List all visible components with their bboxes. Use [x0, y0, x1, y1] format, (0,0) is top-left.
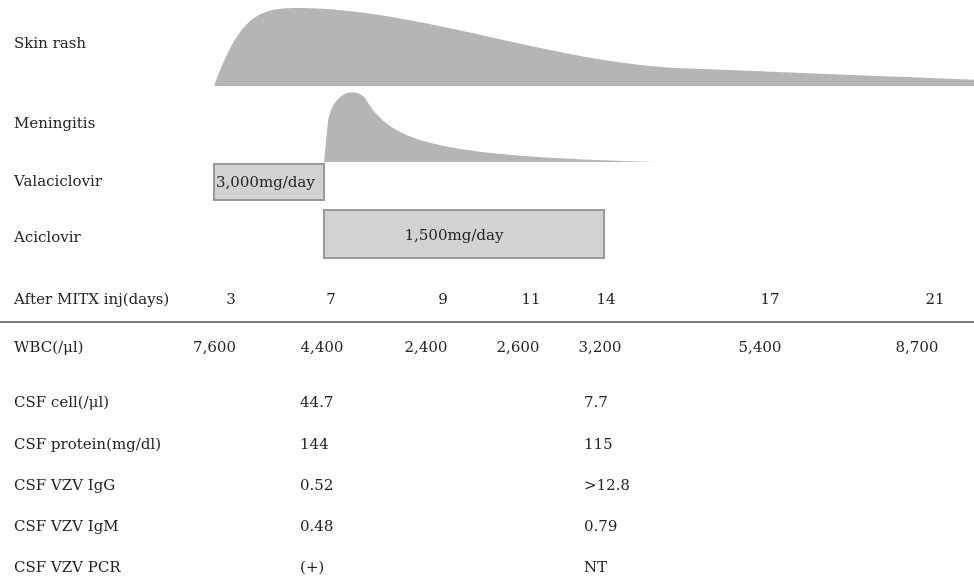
bar-text-valaciclovir: 3,000mg/day	[216, 173, 315, 191]
cell-wbc-l-day-21: 8,700	[896, 338, 939, 356]
cell-csf-cell-l-day-7: 44.7	[300, 393, 333, 411]
day-tick-7: 7	[326, 290, 336, 308]
day-tick-14: 14	[596, 290, 615, 308]
cell-wbc-l-day-7: 4,400	[301, 338, 344, 356]
row-label-wbc-l: WBC(/μl)	[14, 338, 84, 356]
row-label-csf-vzv-igg: CSF VZV IgG	[14, 476, 115, 494]
cell-csf-vzv-igm-day-7: 0.48	[300, 517, 333, 535]
track-label-aciclovir: Aciclovir	[13, 228, 82, 246]
cell-csf-vzv-igm-day-14: 0.79	[584, 517, 617, 535]
cell-csf-protein-mg-dl-day-7: 144	[300, 435, 329, 453]
cell-wbc-l-day-17: 5,400	[739, 338, 782, 356]
curve-meningitis	[324, 92, 658, 162]
curve-skin-rash	[214, 8, 974, 86]
cell-csf-vzv-pcr-day-7: (+)	[300, 558, 324, 576]
row-label-csf-vzv-igm: CSF VZV IgM	[14, 517, 119, 535]
cell-csf-vzv-igg-day-7: 0.52	[300, 476, 333, 494]
bar-valaciclovir	[213, 163, 325, 201]
row-label-csf-cell-l: CSF cell(/μl)	[14, 393, 109, 411]
bar-aciclovir	[323, 209, 605, 259]
day-axis-label: After MITX inj(days)	[13, 290, 169, 308]
cell-wbc-l-day-9: 2,400	[405, 338, 448, 356]
cell-wbc-l-day-14: 3,200	[579, 338, 622, 356]
cell-csf-vzv-pcr-day-14: NT	[584, 558, 607, 576]
day-tick-11: 11	[521, 290, 540, 308]
cell-wbc-l-day-11: 2,600	[497, 338, 540, 356]
day-tick-21: 21	[925, 290, 944, 308]
track-label-skin-rash: Skin rash	[14, 34, 86, 52]
row-label-csf-protein-mg-dl: CSF protein(mg/dl)	[14, 435, 161, 453]
day-tick-17: 17	[760, 290, 779, 308]
track-label-valaciclovir: Valaciclovir	[13, 172, 103, 190]
cell-csf-vzv-igg-day-14: >12.8	[584, 476, 630, 494]
day-tick-9: 9	[438, 290, 448, 308]
bar-text-aciclovir: 1,500mg/day	[405, 226, 504, 244]
track-label-meningitis: Meningitis	[14, 114, 95, 132]
row-label-csf-vzv-pcr: CSF VZV PCR	[14, 558, 121, 576]
cell-csf-cell-l-day-14: 7.7	[584, 393, 608, 411]
cell-wbc-l-day-3: 7,600	[193, 338, 236, 356]
cell-csf-protein-mg-dl-day-14: 115	[584, 435, 613, 453]
day-tick-3: 3	[226, 290, 236, 308]
